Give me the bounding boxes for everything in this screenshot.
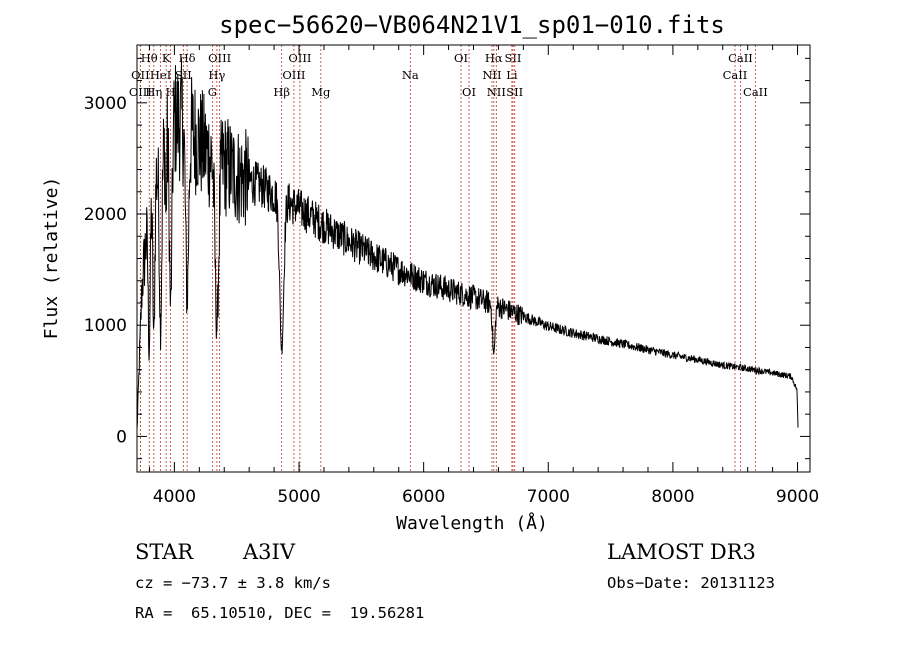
- y-tick-label: 1000: [84, 316, 127, 336]
- spectral-line-label: Hβ: [273, 85, 290, 99]
- spectral-line-label: OI: [454, 51, 468, 65]
- spectral-line-label: Hη: [145, 85, 162, 99]
- object-class: STAR: [135, 540, 194, 564]
- redshift-velocity: cz = −73.7 ± 3.8 km/s: [135, 574, 331, 592]
- spectrum-series: [136, 58, 799, 429]
- spectral-line-label: SII: [505, 51, 522, 65]
- spectral-line-label: NII: [482, 68, 501, 82]
- spectral-line-label: SII: [506, 85, 523, 99]
- spectral-line-label: Mg: [311, 85, 331, 99]
- chart-title: spec−56620−VB064N21V1_sp01−010.fits: [219, 11, 725, 39]
- spectral-line-label: SII: [175, 68, 192, 82]
- spectral-line-label: Hα: [485, 51, 503, 65]
- spectral-line-label: CaII: [728, 51, 753, 65]
- x-tick-label: 7000: [527, 487, 570, 507]
- spectral-line-label: CaII: [743, 85, 768, 99]
- x-tick-label: 8000: [651, 487, 694, 507]
- x-tick-label: 5000: [277, 487, 320, 507]
- spectral-line-label: K: [162, 51, 171, 65]
- spectral-line-label: Li: [506, 68, 518, 82]
- x-tick-label: 4000: [153, 487, 196, 507]
- plot-frame: [136, 44, 811, 473]
- observation-date: Obs−Date: 20131123: [607, 574, 775, 592]
- axis-ticks: 4000 5000 6000 7000 8000 9000 0 1000 2000 3000: [84, 45, 819, 507]
- spectral-line-label: OI: [462, 85, 476, 99]
- spectral-line-label: Hγ: [208, 68, 225, 82]
- y-tick-label: 3000: [84, 94, 127, 114]
- spectral-line-label: HeI: [150, 68, 171, 82]
- y-tick-label: 0: [116, 427, 127, 447]
- spectral-line-label: NII: [487, 85, 506, 99]
- spectral-line-label: Hθ: [141, 51, 158, 65]
- x-tick-label: 6000: [402, 487, 445, 507]
- survey-name: LAMOST DR3: [607, 540, 756, 564]
- y-tick-label: 2000: [84, 205, 127, 225]
- spectral-line-label: G: [208, 85, 217, 99]
- object-subclass: A3IV: [243, 540, 295, 564]
- spectral-line-label: Hδ: [179, 51, 196, 65]
- spectral-line-label: OIII: [129, 85, 152, 99]
- coordinates: RA = 65.10510, DEC = 19.56281: [135, 604, 425, 622]
- spectral-line-label: OIII: [288, 51, 311, 65]
- spectral-line-label: OIII: [208, 51, 231, 65]
- x-tick-label: 9000: [776, 487, 819, 507]
- x-axis-label: Wavelength (Å): [396, 512, 548, 534]
- spectral-line-label: H: [166, 85, 176, 99]
- spectral-line-label: CaII: [723, 68, 748, 82]
- spectral-line-label: OIII: [282, 68, 305, 82]
- spectral-line-label: Na: [402, 68, 419, 82]
- y-axis-label: Flux (relative): [41, 177, 62, 340]
